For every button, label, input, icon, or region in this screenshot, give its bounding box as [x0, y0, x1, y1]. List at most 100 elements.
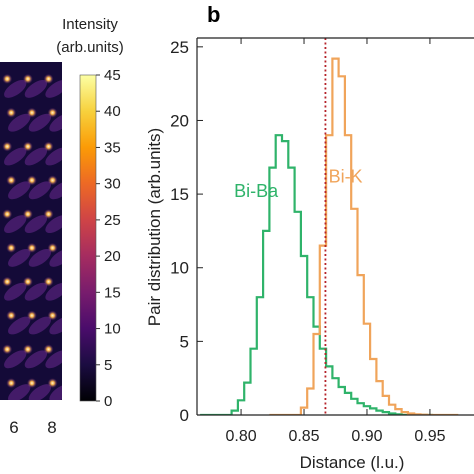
lattice-spot: [47, 107, 58, 118]
series-label-bi-ba: Bi-Ba: [234, 181, 279, 201]
lattice-halo: [4, 147, 27, 166]
x-tick-label: 0.95: [414, 428, 445, 445]
lattice-spot: [2, 344, 13, 355]
lattice-halo: [49, 113, 62, 132]
y-tick-label: 15: [170, 185, 189, 204]
lattice-spot: [26, 242, 37, 253]
y-tick-label: 20: [170, 111, 189, 130]
x-ticks: 0.800.850.900.951.: [225, 38, 446, 445]
lattice-halo: [45, 282, 62, 301]
lattice-halo: [28, 113, 52, 132]
lattice-halo: [8, 316, 31, 335]
lattice-spot: [47, 378, 58, 389]
lattice-halo: [49, 384, 62, 400]
y-ticks: 0 5 10 15 20 25: [170, 38, 203, 425]
heatmap-x-tick-label: 8: [47, 418, 56, 437]
lattice-halo: [24, 282, 48, 301]
lattice-spot: [6, 107, 17, 118]
lattice-spot: [6, 242, 17, 253]
y-tick-label: 5: [180, 332, 189, 351]
colorbar-gradient: [79, 74, 97, 402]
lattice-spot: [47, 175, 58, 186]
lattice-spot: [2, 209, 13, 220]
lattice-halo: [4, 215, 27, 234]
lattice-spot: [43, 344, 54, 355]
lattice-spot: [26, 310, 37, 321]
lattice-spot: [6, 175, 17, 186]
lattice-halo: [4, 79, 27, 98]
lattice-halo: [49, 316, 62, 335]
colorbar-title-line2: (arb.units): [56, 39, 124, 56]
x-tick-label: 0.90: [351, 428, 382, 445]
lattice-halo: [45, 79, 62, 98]
lattice-halo: [8, 384, 31, 400]
lattice-halo: [49, 248, 62, 267]
colorbar: Intensity (arb.units) 0 5 10 15 20 25 30 35 40 45: [56, 16, 124, 410]
colorbar-tick-label: 30: [104, 176, 121, 193]
colorbar-tick-label: 25: [104, 212, 121, 229]
axes-frame: [196, 37, 474, 416]
lattice-halo: [49, 181, 62, 200]
lattice-spot: [22, 209, 33, 220]
lattice-spot: [47, 242, 58, 253]
colorbar-tick-label: 20: [104, 248, 121, 265]
lattice-spot: [47, 310, 58, 321]
series-line-bi-k: [269, 57, 459, 415]
lattice-spot: [2, 276, 13, 287]
panel-label-b: b: [207, 2, 220, 27]
x-tick-label: 0.85: [288, 428, 319, 445]
lattice-spot: [22, 276, 33, 287]
lattice-halo: [28, 181, 52, 200]
lattice-halo: [28, 384, 52, 400]
lattice-spot: [22, 141, 33, 152]
series-group: [200, 57, 459, 415]
colorbar-title-line1: Intensity: [62, 16, 118, 33]
lattice-spot: [43, 209, 54, 220]
colorbar-tick-label: 10: [104, 321, 121, 338]
lattice-spot: [43, 276, 54, 287]
lattice-spot: [26, 175, 37, 186]
x-axis-label: Distance (l.u.): [300, 453, 405, 472]
colorbar-ticks: 0 5 10 15 20 25 30 35 40 45: [96, 67, 121, 410]
lattice-halo: [45, 147, 62, 166]
y-tick-label: 0: [180, 406, 189, 425]
colorbar-tick-label: 5: [104, 357, 112, 374]
x-tick-label: 0.80: [225, 428, 256, 445]
lattice-halo: [8, 181, 31, 200]
lattice-spot: [2, 141, 13, 152]
lattice-spot: [2, 73, 13, 84]
heatmap-lattice: [2, 73, 62, 400]
colorbar-tick-label: 0: [104, 393, 112, 410]
lattice-spot: [43, 73, 54, 84]
lattice-spot: [6, 310, 17, 321]
lattice-spot: [26, 378, 37, 389]
series-labels: Bi-Ba Bi-K: [234, 166, 362, 201]
lattice-spot: [22, 73, 33, 84]
series-line-bi-ba: [200, 134, 434, 415]
colorbar-tick-label: 35: [104, 139, 121, 156]
lattice-halo: [45, 350, 62, 369]
lattice-halo: [24, 350, 48, 369]
lattice-halo: [45, 215, 62, 234]
heatmap-x-tick-label: 6: [9, 418, 18, 437]
lattice-spot: [6, 378, 17, 389]
lattice-halo: [24, 79, 48, 98]
lattice-spot: [22, 344, 33, 355]
y-tick-label: 25: [170, 38, 189, 57]
lattice-halo: [4, 282, 27, 301]
lattice-halo: [28, 316, 52, 335]
series-label-bi-k: Bi-K: [329, 166, 363, 186]
lattice-halo: [8, 113, 31, 132]
lattice-spot: [26, 107, 37, 118]
lattice-spot: [43, 141, 54, 152]
lattice-halo: [24, 215, 48, 234]
lattice-halo: [28, 248, 52, 267]
colorbar-tick-label: 45: [104, 67, 121, 84]
lattice-halo: [8, 248, 31, 267]
y-axis-label: Pair distribution (arb.units): [145, 128, 164, 326]
lattice-halo: [24, 147, 48, 166]
